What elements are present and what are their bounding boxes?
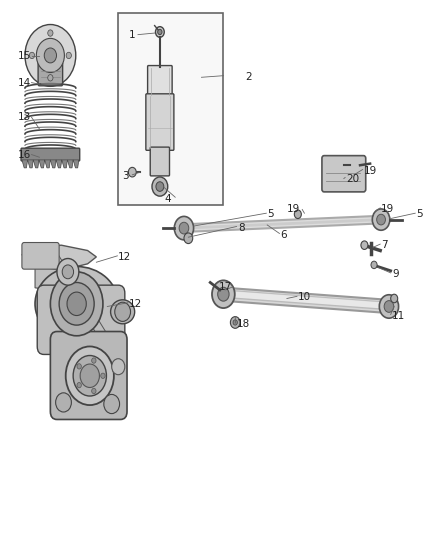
Bar — [118, 13, 223, 205]
Polygon shape — [50, 160, 56, 168]
Text: 5: 5 — [267, 209, 274, 219]
Circle shape — [73, 356, 106, 396]
Circle shape — [25, 25, 76, 86]
Ellipse shape — [110, 300, 135, 324]
Circle shape — [128, 167, 136, 177]
Text: 3: 3 — [123, 171, 129, 181]
Text: 19: 19 — [381, 204, 394, 214]
Circle shape — [155, 27, 164, 37]
Text: 14: 14 — [18, 78, 31, 87]
Text: 17: 17 — [219, 282, 232, 292]
Text: 1: 1 — [129, 30, 136, 39]
FancyBboxPatch shape — [38, 62, 63, 86]
Circle shape — [112, 359, 125, 375]
Circle shape — [80, 364, 99, 387]
FancyBboxPatch shape — [22, 243, 59, 269]
Text: 6: 6 — [280, 230, 287, 239]
Text: 15: 15 — [18, 51, 31, 61]
Text: 9: 9 — [392, 270, 399, 279]
Polygon shape — [28, 160, 33, 168]
Circle shape — [233, 320, 237, 325]
Polygon shape — [62, 160, 67, 168]
Polygon shape — [73, 160, 79, 168]
Circle shape — [361, 241, 368, 249]
Circle shape — [77, 364, 81, 369]
Polygon shape — [39, 160, 45, 168]
Circle shape — [92, 358, 96, 363]
Circle shape — [101, 373, 105, 378]
Circle shape — [230, 317, 240, 328]
Circle shape — [66, 52, 71, 59]
Circle shape — [66, 346, 114, 405]
Circle shape — [294, 210, 301, 219]
Polygon shape — [35, 266, 96, 296]
Text: 13: 13 — [18, 112, 31, 122]
Text: 18: 18 — [237, 319, 250, 329]
FancyBboxPatch shape — [21, 148, 80, 161]
Circle shape — [59, 282, 94, 325]
Polygon shape — [67, 160, 73, 168]
Circle shape — [371, 261, 377, 269]
Text: 12: 12 — [118, 252, 131, 262]
Circle shape — [152, 177, 168, 196]
Circle shape — [379, 295, 399, 318]
Polygon shape — [45, 160, 50, 168]
Text: 19: 19 — [287, 204, 300, 214]
Text: 5: 5 — [416, 209, 423, 219]
Text: 20: 20 — [346, 174, 359, 183]
Circle shape — [67, 292, 86, 316]
Circle shape — [62, 265, 74, 279]
Circle shape — [158, 29, 162, 35]
Text: 2: 2 — [245, 72, 252, 82]
Polygon shape — [56, 160, 62, 168]
Circle shape — [56, 393, 71, 412]
Text: 8: 8 — [239, 223, 245, 233]
Circle shape — [29, 52, 35, 59]
FancyBboxPatch shape — [148, 66, 172, 97]
FancyBboxPatch shape — [150, 147, 170, 176]
Circle shape — [212, 280, 235, 308]
Circle shape — [77, 383, 81, 388]
Polygon shape — [22, 245, 96, 269]
Circle shape — [48, 75, 53, 81]
Text: 11: 11 — [392, 311, 405, 320]
Text: 12: 12 — [129, 299, 142, 309]
Circle shape — [391, 294, 398, 303]
Polygon shape — [22, 160, 28, 168]
Circle shape — [44, 48, 57, 63]
Circle shape — [92, 389, 96, 394]
Text: 19: 19 — [364, 166, 377, 175]
Circle shape — [184, 233, 193, 244]
Circle shape — [156, 182, 164, 191]
Circle shape — [36, 38, 64, 72]
FancyBboxPatch shape — [37, 285, 125, 354]
Circle shape — [179, 222, 189, 234]
Circle shape — [218, 287, 229, 301]
Circle shape — [377, 214, 385, 225]
Polygon shape — [33, 160, 39, 168]
Circle shape — [372, 209, 390, 230]
Text: 7: 7 — [381, 240, 388, 250]
Circle shape — [174, 216, 194, 240]
Circle shape — [50, 272, 103, 336]
Circle shape — [104, 394, 120, 414]
Text: 4: 4 — [164, 194, 171, 204]
Circle shape — [48, 30, 53, 36]
FancyBboxPatch shape — [146, 94, 174, 150]
Circle shape — [115, 302, 131, 321]
FancyBboxPatch shape — [322, 156, 366, 192]
FancyBboxPatch shape — [50, 332, 127, 419]
Circle shape — [384, 301, 394, 312]
Circle shape — [57, 259, 79, 285]
Text: 10: 10 — [298, 293, 311, 302]
Text: 16: 16 — [18, 150, 31, 159]
Ellipse shape — [35, 266, 118, 341]
